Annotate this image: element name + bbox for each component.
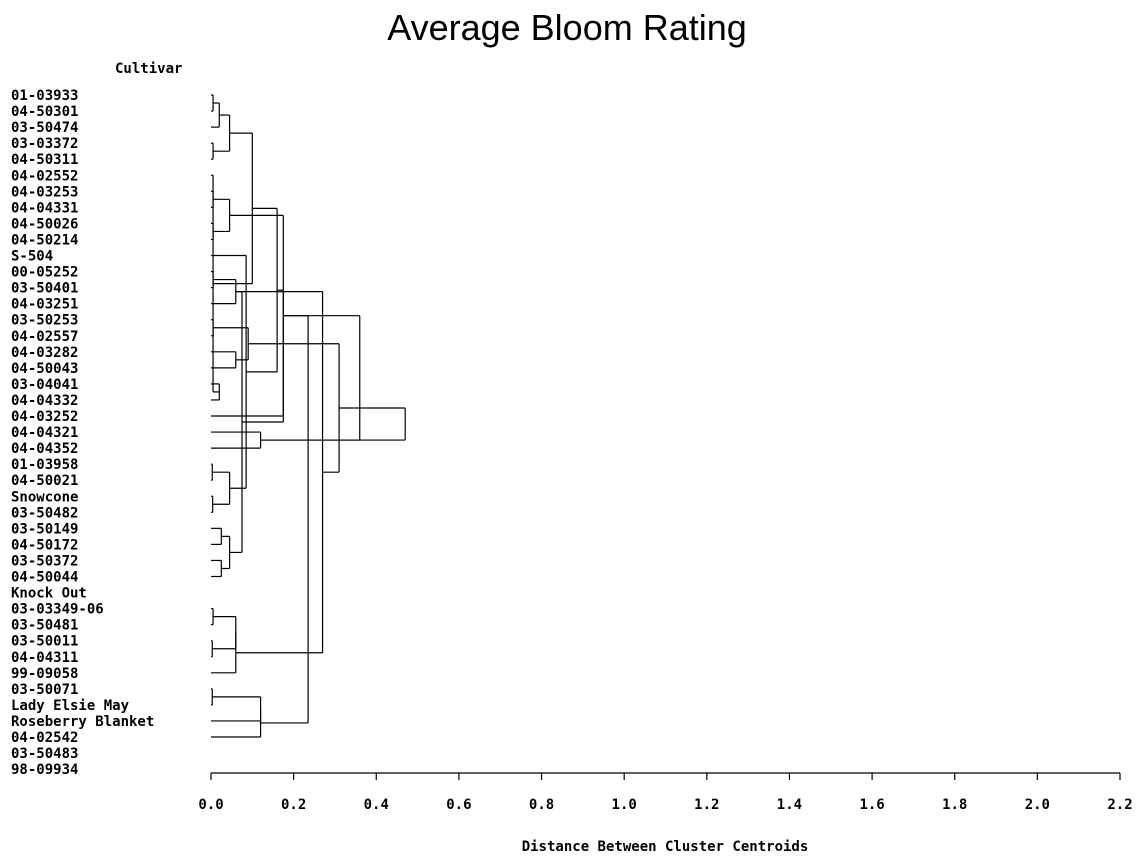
x-tick-label: 1.4 [777, 797, 802, 813]
leaf-label: 04-04352 [11, 441, 78, 457]
leaf-labels: 01-0393304-5030103-5047403-0337204-50311… [11, 88, 154, 778]
leaf-label: 04-50301 [11, 104, 78, 120]
x-axis-title: Distance Between Cluster Centroids [522, 839, 809, 855]
leaf-label: 04-02552 [11, 168, 78, 184]
leaf-label: Knock Out [11, 586, 87, 602]
leaf-label: 98-09934 [11, 762, 78, 778]
y-axis-title: Cultivar [115, 61, 182, 77]
leaf-label: 04-04332 [11, 393, 78, 409]
leaf-label: Lady Elsie May [11, 698, 130, 714]
leaf-label: 04-04311 [11, 650, 78, 666]
leaf-label: 04-03252 [11, 409, 78, 425]
x-tick-label: 0.4 [364, 797, 389, 813]
leaf-label: 03-50372 [11, 553, 78, 569]
leaf-label: 04-04331 [11, 200, 78, 216]
leaf-label: 04-50172 [11, 537, 78, 553]
leaf-label: 03-03372 [11, 136, 78, 152]
leaf-label: 04-02542 [11, 730, 78, 746]
leaf-label: 04-03282 [11, 345, 78, 361]
leaf-label: 04-03253 [11, 184, 78, 200]
leaf-label: 04-03251 [11, 297, 78, 313]
x-tick-label: 2.2 [1107, 797, 1132, 813]
leaf-label: 03-50481 [11, 618, 78, 634]
leaf-label: S-504 [11, 249, 53, 265]
x-tick-label: 2.0 [1025, 797, 1050, 813]
leaf-label: Snowcone [11, 489, 78, 505]
leaf-label: 04-50026 [11, 216, 78, 232]
dendrogram-tree [211, 94, 406, 738]
leaf-label: 03-50071 [11, 682, 78, 698]
leaf-label: 04-50044 [11, 570, 78, 586]
x-tick-label: 1.2 [694, 797, 719, 813]
x-tick-label: 1.6 [859, 797, 884, 813]
leaf-label: 03-50149 [11, 521, 78, 537]
x-tick-label: 1.8 [942, 797, 967, 813]
leaf-label: 04-04321 [11, 425, 78, 441]
leaf-label: 04-50214 [11, 232, 78, 248]
leaf-label: 04-50043 [11, 361, 78, 377]
leaf-label: 03-50253 [11, 313, 78, 329]
leaf-label: 03-50011 [11, 634, 78, 650]
leaf-label: 03-03349-06 [11, 602, 104, 618]
leaf-label: 03-50474 [11, 120, 78, 136]
leaf-label: 04-50311 [11, 152, 78, 168]
chart-title: Average Bloom Rating [387, 7, 747, 48]
x-tick-label: 0.0 [198, 797, 223, 813]
leaf-label: 01-03958 [11, 457, 78, 473]
leaf-label: 03-50482 [11, 505, 78, 521]
leaf-label: 03-04041 [11, 377, 78, 393]
leaf-label: 03-50483 [11, 746, 78, 762]
x-tick-label: 0.8 [529, 797, 554, 813]
x-tick-label: 0.2 [281, 797, 306, 813]
leaf-label: 99-09058 [11, 666, 78, 682]
x-tick-label: 1.0 [612, 797, 637, 813]
leaf-label: 03-50401 [11, 281, 78, 297]
x-tick-label: 0.6 [446, 797, 471, 813]
leaf-label: 01-03933 [11, 88, 78, 104]
leaf-label: 00-05252 [11, 265, 78, 281]
leaf-label: 04-50021 [11, 473, 78, 489]
x-axis-ticks: 0.0 0.2 0.4 0.6 0.8 1.0 1.2 1.4 1.6 1.8 2.0 2.2 [198, 773, 1133, 813]
leaf-label: Roseberry Blanket [11, 714, 154, 730]
leaf-label: 04-02557 [11, 329, 78, 345]
